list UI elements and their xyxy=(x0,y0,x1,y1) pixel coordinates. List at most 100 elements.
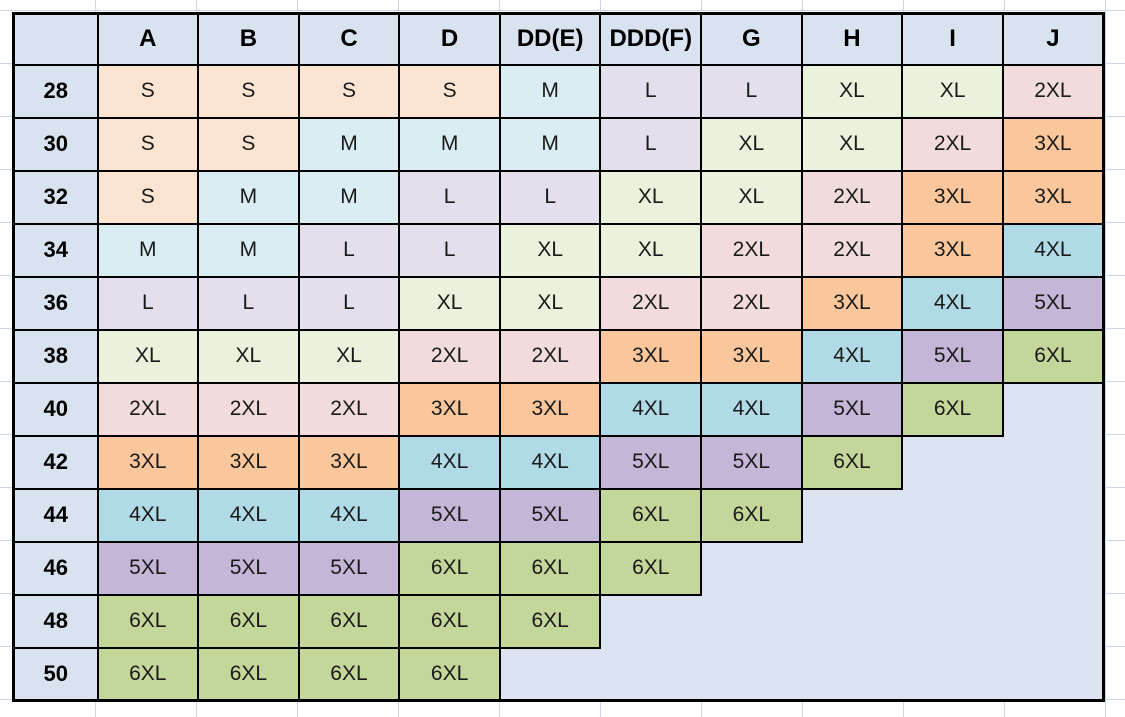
size-cell[interactable]: 6XL xyxy=(96,593,200,649)
column-header-D[interactable]: D xyxy=(398,12,501,66)
size-cell[interactable]: 6XL xyxy=(1001,328,1105,384)
size-cell[interactable]: 6XL xyxy=(599,487,703,543)
size-cell[interactable]: XL xyxy=(197,328,300,384)
size-cell[interactable]: 3XL xyxy=(197,434,300,490)
size-cell[interactable]: 6XL xyxy=(197,593,300,649)
empty-cell[interactable] xyxy=(1002,435,1104,489)
size-cell[interactable]: 6XL xyxy=(398,593,501,649)
row-label-30[interactable]: 30 xyxy=(12,116,99,172)
size-cell[interactable]: XL xyxy=(498,222,602,278)
size-cell[interactable]: 5XL xyxy=(297,540,401,596)
size-cell[interactable]: 4XL xyxy=(700,381,803,437)
size-cell[interactable]: 2XL xyxy=(498,328,602,384)
size-cell[interactable]: M xyxy=(197,222,300,278)
size-cell[interactable]: 2XL xyxy=(700,275,803,331)
column-header-G[interactable]: G xyxy=(700,12,803,66)
size-cell[interactable]: 6XL xyxy=(398,646,501,702)
row-label-50[interactable]: 50 xyxy=(12,646,99,702)
size-cell[interactable]: 3XL xyxy=(800,275,904,331)
size-cell[interactable]: 2XL xyxy=(800,169,904,225)
row-label-34[interactable]: 34 xyxy=(12,222,99,278)
size-cell[interactable]: 5XL xyxy=(800,381,904,437)
size-cell[interactable]: 3XL xyxy=(498,381,602,437)
size-cell[interactable]: 6XL xyxy=(700,487,803,543)
size-cell[interactable]: M xyxy=(297,116,401,172)
empty-cell[interactable] xyxy=(1002,488,1104,542)
size-cell[interactable]: L xyxy=(599,116,703,172)
size-cell[interactable]: 2XL xyxy=(398,328,501,384)
size-cell[interactable]: 4XL xyxy=(498,434,602,490)
column-header-C[interactable]: C xyxy=(297,12,401,66)
column-header-H[interactable]: H xyxy=(800,12,904,66)
column-header-J[interactable]: J xyxy=(1001,12,1105,66)
size-cell[interactable]: XL xyxy=(599,222,703,278)
column-header-DDD(F)[interactable]: DDD(F) xyxy=(599,12,703,66)
size-cell[interactable]: 3XL xyxy=(96,434,200,490)
size-cell[interactable]: 4XL xyxy=(1001,222,1105,278)
size-cell[interactable]: 2XL xyxy=(700,222,803,278)
row-label-40[interactable]: 40 xyxy=(12,381,99,437)
size-cell[interactable]: 2XL xyxy=(1001,63,1105,119)
size-cell[interactable]: S xyxy=(96,63,200,119)
size-cell[interactable]: XL xyxy=(498,275,602,331)
size-cell[interactable]: M xyxy=(297,169,401,225)
column-header-A[interactable]: A xyxy=(96,12,200,66)
size-cell[interactable]: XL xyxy=(700,116,803,172)
size-cell[interactable]: 4XL xyxy=(96,487,200,543)
empty-cell[interactable] xyxy=(1002,382,1104,436)
size-cell[interactable]: XL xyxy=(700,169,803,225)
size-cell[interactable]: M xyxy=(498,116,602,172)
size-cell[interactable]: XL xyxy=(800,116,904,172)
empty-cell[interactable] xyxy=(902,647,1003,701)
size-cell[interactable]: 6XL xyxy=(901,381,1004,437)
column-header-I[interactable]: I xyxy=(901,12,1004,66)
size-cell[interactable]: 4XL xyxy=(901,275,1004,331)
size-cell[interactable]: 2XL xyxy=(800,222,904,278)
empty-cell[interactable] xyxy=(1002,594,1104,648)
size-cell[interactable]: 2XL xyxy=(599,275,703,331)
size-cell[interactable]: XL xyxy=(96,328,200,384)
size-cell[interactable]: L xyxy=(297,275,401,331)
size-cell[interactable]: 5XL xyxy=(498,487,602,543)
size-cell[interactable]: 3XL xyxy=(297,434,401,490)
empty-cell[interactable] xyxy=(801,488,903,542)
size-cell[interactable]: XL xyxy=(297,328,401,384)
size-cell[interactable]: 4XL xyxy=(599,381,703,437)
size-cell[interactable]: 5XL xyxy=(1001,275,1105,331)
size-cell[interactable]: M xyxy=(197,169,300,225)
size-cell[interactable]: L xyxy=(700,63,803,119)
empty-cell[interactable] xyxy=(1002,541,1104,595)
size-cell[interactable]: L xyxy=(599,63,703,119)
row-label-48[interactable]: 48 xyxy=(12,593,99,649)
row-label-44[interactable]: 44 xyxy=(12,487,99,543)
size-cell[interactable]: 6XL xyxy=(398,540,501,596)
size-cell[interactable]: 2XL xyxy=(297,381,401,437)
size-cell[interactable]: 5XL xyxy=(96,540,200,596)
row-label-42[interactable]: 42 xyxy=(12,434,99,490)
empty-cell[interactable] xyxy=(902,488,1003,542)
size-cell[interactable]: 6XL xyxy=(498,540,602,596)
size-cell[interactable]: 4XL xyxy=(297,487,401,543)
size-cell[interactable]: M xyxy=(96,222,200,278)
size-cell[interactable]: 6XL xyxy=(297,593,401,649)
size-cell[interactable]: 5XL xyxy=(599,434,703,490)
size-cell[interactable]: 3XL xyxy=(1001,116,1105,172)
size-cell[interactable]: S xyxy=(96,116,200,172)
size-cell[interactable]: L xyxy=(197,275,300,331)
empty-cell[interactable] xyxy=(801,541,903,595)
empty-cell[interactable] xyxy=(902,541,1003,595)
size-cell[interactable]: M xyxy=(398,116,501,172)
empty-cell[interactable] xyxy=(801,647,903,701)
size-cell[interactable]: S xyxy=(297,63,401,119)
size-cell[interactable]: XL xyxy=(901,63,1004,119)
empty-cell[interactable] xyxy=(701,647,802,701)
size-cell[interactable]: 5XL xyxy=(901,328,1004,384)
empty-cell[interactable] xyxy=(902,435,1003,489)
size-cell[interactable]: 4XL xyxy=(197,487,300,543)
size-cell[interactable]: 2XL xyxy=(96,381,200,437)
size-cell[interactable]: 3XL xyxy=(901,222,1004,278)
size-cell[interactable]: 4XL xyxy=(800,328,904,384)
empty-cell[interactable] xyxy=(600,594,702,648)
size-cell[interactable]: 3XL xyxy=(1001,169,1105,225)
size-cell[interactable]: 6XL xyxy=(96,646,200,702)
